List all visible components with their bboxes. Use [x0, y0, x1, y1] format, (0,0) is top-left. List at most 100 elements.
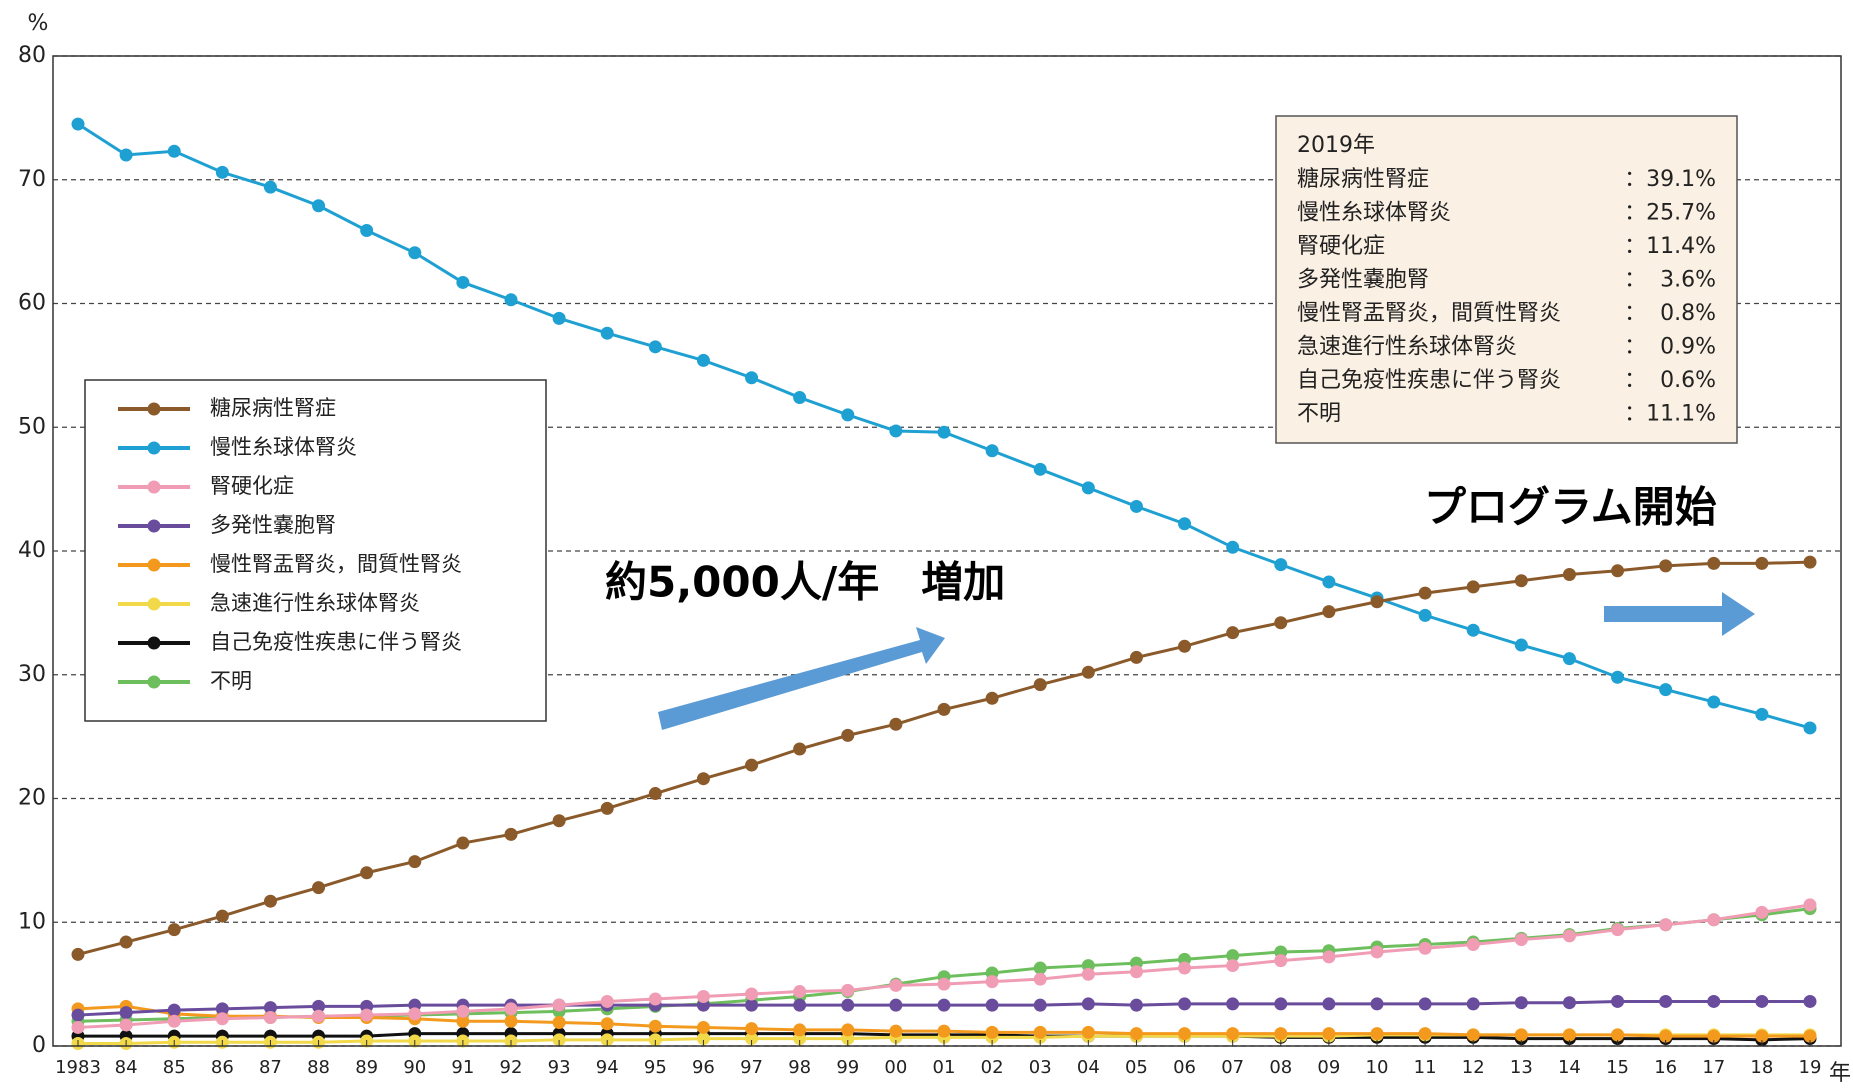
data-point: [1081, 967, 1095, 981]
x-tick-label: 92: [500, 1057, 523, 1078]
x-tick-label: 99: [836, 1057, 859, 1078]
data-point: [456, 1004, 470, 1018]
data-point: [1611, 994, 1625, 1008]
data-point: [1803, 898, 1817, 912]
data-point: [1418, 941, 1432, 955]
data-point: [889, 998, 903, 1012]
data-point: [1562, 1028, 1576, 1042]
x-tick-label: 90: [403, 1057, 426, 1078]
data-point: [360, 866, 374, 880]
data-point: [1707, 913, 1721, 927]
data-point: [1514, 933, 1528, 947]
x-tick-label: 19: [1799, 1057, 1822, 1078]
data-point: [937, 702, 951, 716]
data-point: [552, 1033, 566, 1047]
data-point: [600, 994, 614, 1008]
data-point: [1033, 678, 1047, 692]
data-point: [1562, 996, 1576, 1010]
y-tick-label: 10: [18, 909, 46, 934]
data-point: [1611, 923, 1625, 937]
data-point: [985, 1025, 999, 1039]
x-tick-label: 08: [1269, 1057, 1292, 1078]
data-point: [1274, 616, 1288, 630]
data-point: [600, 801, 614, 815]
data-point: [1370, 945, 1384, 959]
data-point: [312, 881, 326, 895]
info-value: ：11.1%: [1624, 402, 1716, 427]
data-point: [745, 1022, 759, 1036]
annotation: 約5,000人/年 増加: [605, 558, 1005, 607]
data-point: [1322, 575, 1336, 589]
data-point: [1274, 558, 1288, 572]
data-point: [841, 998, 855, 1012]
y-tick-label: 0: [32, 1033, 46, 1058]
data-point: [696, 1032, 710, 1046]
data-point: [1129, 499, 1143, 513]
data-point: [119, 935, 133, 949]
legend: 糖尿病性腎症慢性糸球体腎炎腎硬化症多発性嚢胞腎慢性腎盂腎炎，間質性腎炎急速進行性…: [84, 379, 547, 722]
legend-label: 急速進行性糸球体腎炎: [210, 591, 420, 615]
data-point: [1659, 994, 1673, 1008]
data-point: [696, 990, 710, 1003]
x-tick-label: 00: [884, 1057, 907, 1078]
x-tick-label: 13: [1510, 1057, 1533, 1078]
data-point: [985, 691, 999, 705]
data-point: [1514, 638, 1528, 652]
x-tick-label: 96: [692, 1057, 715, 1078]
data-point: [1226, 626, 1240, 640]
data-point: [1178, 961, 1192, 975]
data-point: [263, 180, 277, 194]
x-tick-label: 07: [1221, 1057, 1244, 1078]
data-point: [552, 1015, 566, 1029]
data-point: [745, 998, 759, 1012]
data-point: [1418, 586, 1432, 600]
legend-label: 不明: [210, 669, 252, 693]
data-point: [1274, 997, 1288, 1011]
data-point: [1466, 997, 1480, 1011]
data-point: [119, 1006, 133, 1020]
data-point: [504, 1002, 518, 1016]
arrow: [658, 627, 945, 730]
y-tick-label: 60: [18, 291, 46, 316]
data-point: [1129, 650, 1143, 664]
data-point: [793, 391, 807, 405]
data-point: [841, 1023, 855, 1037]
x-tick-label: 84: [115, 1057, 138, 1078]
data-point: [552, 814, 566, 828]
data-point: [215, 1012, 229, 1026]
data-point: [889, 1024, 903, 1038]
data-point: [889, 424, 903, 438]
data-point: [841, 983, 855, 997]
data-point: [1322, 950, 1336, 964]
legend-label: 慢性腎盂腎炎，間質性腎炎: [210, 552, 462, 576]
y-tick-label: 30: [18, 662, 46, 687]
data-point: [1707, 695, 1721, 709]
data-point: [1033, 1025, 1047, 1039]
info-name: 慢性腎盂腎炎，間質性腎炎: [1297, 301, 1561, 326]
data-point: [1370, 595, 1384, 609]
data-point: [600, 326, 614, 340]
data-point: [263, 1001, 277, 1015]
data-point: [1418, 1027, 1432, 1041]
x-tick-label: 85: [163, 1057, 186, 1078]
data-point: [1466, 938, 1480, 952]
data-point: [1129, 998, 1143, 1012]
data-point: [745, 758, 759, 772]
x-tick-label: 12: [1462, 1057, 1485, 1078]
data-point: [504, 1014, 518, 1028]
data-point: [1178, 639, 1192, 653]
data-point: [696, 1020, 710, 1034]
data-point: [504, 293, 518, 307]
data-point: [167, 144, 181, 158]
data-point: [648, 340, 662, 354]
data-point: [745, 371, 759, 385]
data-point: [1803, 555, 1817, 569]
data-point: [1466, 623, 1480, 637]
info-box: 2019年 糖尿病性腎症 ：39.1% 慢性糸球体腎炎 ：25.7% 腎硬化症 ：11.4…: [1275, 115, 1738, 444]
data-point: [793, 742, 807, 756]
data-point: [793, 1023, 807, 1037]
info-name: 慢性糸球体腎炎: [1297, 201, 1451, 226]
data-point: [1611, 670, 1625, 684]
data-point: [600, 1033, 614, 1047]
data-point: [1707, 1029, 1721, 1043]
